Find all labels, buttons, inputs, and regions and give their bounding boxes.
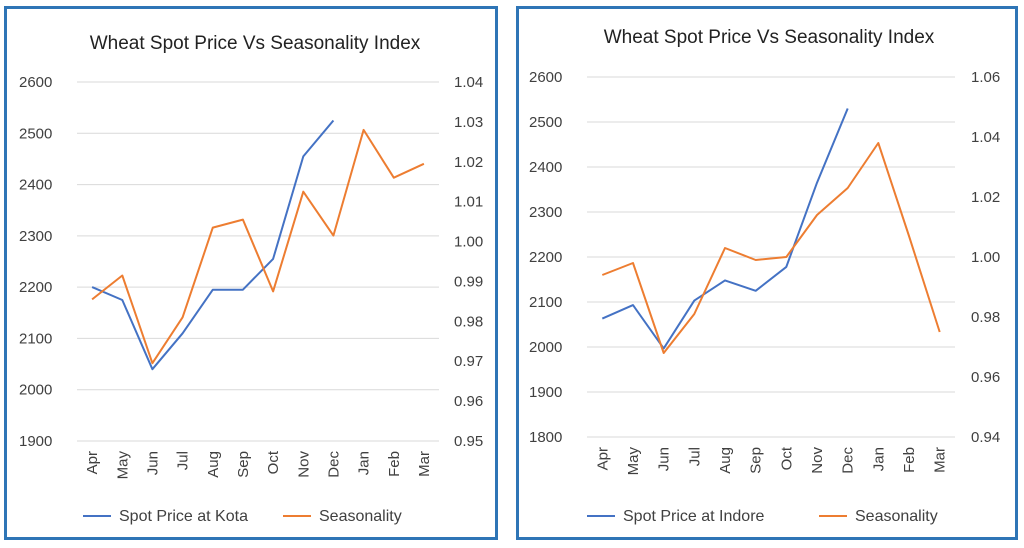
y-right-tick-label: 1.02 (454, 154, 483, 171)
y-right-tick-label: 1.00 (971, 249, 1000, 266)
x-tick-label: Nov (295, 451, 312, 478)
x-tick-label: Sep (235, 451, 252, 478)
y-left-tick-label: 2600 (529, 69, 562, 86)
legend-label: Seasonality (855, 508, 938, 525)
y-left-tick-label: 2000 (529, 339, 562, 356)
x-tick-label: Feb (386, 451, 403, 477)
y-right-tick-label: 1.04 (971, 129, 1000, 146)
y-left-tick-label: 2400 (529, 159, 562, 176)
x-tick-label: Aug (717, 447, 734, 474)
series-line-seasonality (91, 128, 425, 365)
y-left-tick-label: 2100 (19, 330, 52, 347)
y-right-tick-label: 0.94 (971, 429, 1000, 446)
chart-title: Wheat Spot Price Vs Seasonality Index (90, 33, 421, 54)
chart-panel-kota: Wheat Spot Price Vs Seasonality Index 190… (4, 6, 498, 540)
series-line-spot-price (601, 108, 849, 350)
x-tick-label: May (625, 447, 642, 476)
y-right-tick-label: 0.98 (454, 313, 483, 330)
y-left-tick-label: 1900 (529, 384, 562, 401)
x-tick-label: Jun (144, 451, 161, 475)
chart-title: Wheat Spot Price Vs Seasonality Index (604, 27, 935, 48)
series-line-seasonality (601, 142, 941, 354)
y-right-tick-label: 0.97 (454, 353, 483, 370)
legend-label: Spot Price at Kota (119, 508, 248, 525)
y-left-tick-label: 2300 (529, 204, 562, 221)
x-tick-label: May (114, 451, 131, 480)
chart-kota: Wheat Spot Price Vs Seasonality Index 190… (19, 33, 483, 525)
chart-panel-indore: Wheat Spot Price Vs Seasonality Index 180… (516, 6, 1018, 540)
y-right-tick-label: 1.01 (454, 194, 483, 211)
x-tick-label: Dec (325, 451, 342, 478)
y-right-tick-label: 0.95 (454, 433, 483, 450)
x-tick-label: Dec (840, 447, 857, 474)
x-tick-label: Jul (175, 451, 192, 470)
x-tick-label: Aug (205, 451, 222, 478)
x-tick-label: Mar (416, 451, 433, 477)
series-line-spot-price (91, 119, 335, 371)
x-tick-label: Jan (356, 451, 373, 475)
x-tick-label: Jun (656, 447, 673, 471)
y-right-tick-label: 0.96 (454, 393, 483, 410)
x-tick-label: Jan (870, 447, 887, 471)
y-right-tick-label: 1.00 (454, 234, 483, 251)
y-left-tick-label: 2500 (19, 125, 52, 142)
legend-label: Seasonality (319, 508, 402, 525)
y-right-tick-label: 1.03 (454, 114, 483, 131)
x-tick-label: Apr (594, 447, 611, 470)
x-tick-label: Apr (84, 451, 101, 474)
y-left-tick-label: 2600 (19, 74, 52, 91)
x-tick-label: Oct (265, 450, 282, 474)
y-left-tick-label: 2300 (19, 228, 52, 245)
x-tick-label: Nov (809, 447, 826, 474)
x-tick-label: Feb (901, 447, 918, 473)
x-tick-label: Jul (686, 447, 703, 466)
legend-label: Spot Price at Indore (623, 508, 765, 525)
y-left-tick-label: 1900 (19, 433, 52, 450)
y-right-tick-label: 1.04 (454, 74, 483, 91)
y-right-tick-label: 0.96 (971, 369, 1000, 386)
y-left-tick-label: 2200 (19, 279, 52, 296)
chart-indore: Wheat Spot Price Vs Seasonality Index 180… (529, 27, 1000, 525)
x-tick-label: Mar (932, 447, 949, 473)
y-left-tick-label: 1800 (529, 429, 562, 446)
y-left-tick-label: 2100 (529, 294, 562, 311)
y-right-tick-label: 1.02 (971, 189, 1000, 206)
x-tick-label: Sep (748, 447, 765, 474)
x-tick-label: Oct (778, 446, 795, 470)
y-left-tick-label: 2200 (529, 249, 562, 266)
y-right-tick-label: 0.98 (971, 309, 1000, 326)
y-right-tick-label: 1.06 (971, 69, 1000, 86)
y-right-tick-label: 0.99 (454, 273, 483, 290)
y-left-tick-label: 2000 (19, 382, 52, 399)
y-left-tick-label: 2400 (19, 177, 52, 194)
y-left-tick-label: 2500 (529, 114, 562, 131)
